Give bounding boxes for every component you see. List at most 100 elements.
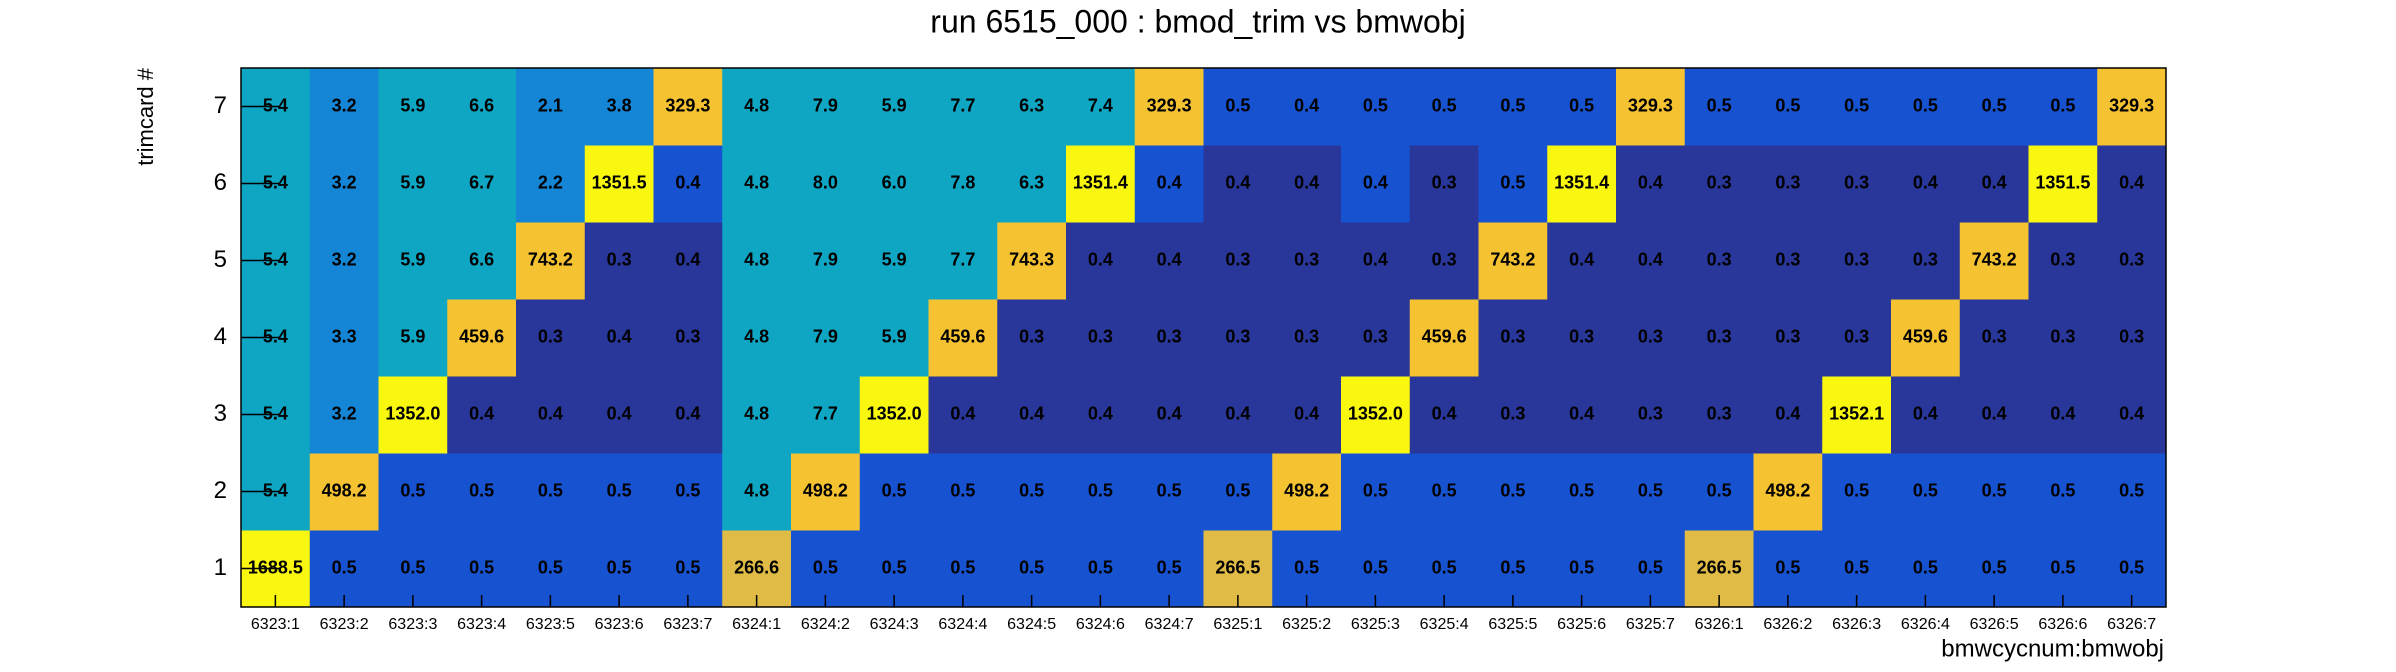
cell-label: 0.3 <box>2050 326 2075 346</box>
cell <box>1478 530 1548 608</box>
cell-label: 329.3 <box>2109 95 2154 115</box>
cell <box>1203 453 1273 531</box>
cell <box>653 376 723 454</box>
cell <box>1547 68 1617 146</box>
cell <box>1753 530 1823 608</box>
cell-label: 0.4 <box>1913 403 1938 423</box>
cell <box>859 376 929 454</box>
x-tick-label: 6323:2 <box>320 616 369 633</box>
cell-label: 0.5 <box>1707 95 1732 115</box>
cell <box>1478 145 1548 223</box>
cell-label: 5.4 <box>263 403 288 423</box>
cell-label: 0.3 <box>1707 326 1732 346</box>
cell-label: 0.4 <box>1638 249 1663 269</box>
cell-label: 5.4 <box>263 326 288 346</box>
cell <box>1066 68 1136 146</box>
cell <box>997 530 1067 608</box>
cell <box>791 299 861 377</box>
cell <box>1547 299 1617 377</box>
cell-label: 0.5 <box>1157 480 1182 500</box>
cell-label: 0.5 <box>1363 95 1388 115</box>
cell-label: 5.4 <box>263 480 288 500</box>
cell <box>584 145 654 223</box>
cell-label: 0.5 <box>607 480 632 500</box>
cell-label: 0.4 <box>1157 403 1182 423</box>
y-tick-label: 7 <box>214 92 227 119</box>
cell-label: 498.2 <box>1765 480 1810 500</box>
cell <box>1891 376 1961 454</box>
cell <box>2028 145 2098 223</box>
cell-label: 0.5 <box>1088 557 1113 577</box>
cell <box>2097 299 2167 377</box>
cell <box>791 145 861 223</box>
cell-label: 6.6 <box>469 249 494 269</box>
cell-label: 7.8 <box>950 172 975 192</box>
cell-label: 0.3 <box>1019 326 1044 346</box>
cell <box>1341 222 1411 300</box>
cell-label: 266.6 <box>734 557 779 577</box>
cell <box>997 376 1067 454</box>
cell <box>1891 530 1961 608</box>
cell <box>378 222 448 300</box>
x-tick-label: 6325:3 <box>1351 616 1400 633</box>
cell-label: 0.4 <box>1294 95 1319 115</box>
cell-label: 0.5 <box>1432 480 1457 500</box>
cell-label: 0.5 <box>400 557 425 577</box>
cell <box>1959 530 2029 608</box>
cell <box>447 68 517 146</box>
cell <box>1616 376 1686 454</box>
cell-label: 1351.4 <box>1554 172 1609 192</box>
cell <box>1272 453 1342 531</box>
cell <box>309 530 379 608</box>
cell-label: 0.3 <box>1432 249 1457 269</box>
cell-label: 0.5 <box>1294 557 1319 577</box>
cell-label: 0.4 <box>675 172 700 192</box>
cell <box>378 299 448 377</box>
cell-label: 329.3 <box>665 95 710 115</box>
cell-label: 6.6 <box>469 95 494 115</box>
cell <box>653 222 723 300</box>
x-tick-label: 6324:5 <box>1007 616 1056 633</box>
cell <box>791 68 861 146</box>
cell-label: 7.9 <box>813 249 838 269</box>
cell-label: 0.3 <box>1500 326 1525 346</box>
cell-label: 0.5 <box>1844 480 1869 500</box>
cell-label: 0.3 <box>1294 249 1319 269</box>
cell <box>447 145 517 223</box>
cell-label: 2.2 <box>538 172 563 192</box>
cell-label: 0.3 <box>1775 249 1800 269</box>
cell-label: 0.4 <box>675 403 700 423</box>
cell <box>1616 530 1686 608</box>
cell <box>1616 453 1686 531</box>
cell-label: 459.6 <box>940 326 985 346</box>
cell <box>1547 453 1617 531</box>
cell-label: 0.5 <box>813 557 838 577</box>
cell <box>1134 68 1204 146</box>
cell <box>1066 299 1136 377</box>
cell <box>1134 376 1204 454</box>
cell-label: 0.4 <box>1294 172 1319 192</box>
cell-label: 0.4 <box>1363 249 1388 269</box>
cell-label: 1351.5 <box>2035 172 2090 192</box>
cell <box>309 68 379 146</box>
cell <box>1272 299 1342 377</box>
cell-label: 0.5 <box>1363 557 1388 577</box>
cell-label: 0.5 <box>1982 95 2007 115</box>
cell <box>791 453 861 531</box>
cell <box>1891 145 1961 223</box>
cell <box>2028 376 2098 454</box>
cell <box>1753 145 1823 223</box>
cell <box>1684 145 1754 223</box>
cell <box>1134 222 1204 300</box>
cell-label: 5.9 <box>882 326 907 346</box>
cell <box>859 222 929 300</box>
cell-label: 6.3 <box>1019 172 1044 192</box>
cell <box>722 530 792 608</box>
cell <box>1959 222 2029 300</box>
x-axis-title: bmwcycnum:bmwobj <box>1941 635 2164 662</box>
cell <box>1478 68 1548 146</box>
cell <box>1272 145 1342 223</box>
cell <box>1066 145 1136 223</box>
cell <box>309 222 379 300</box>
